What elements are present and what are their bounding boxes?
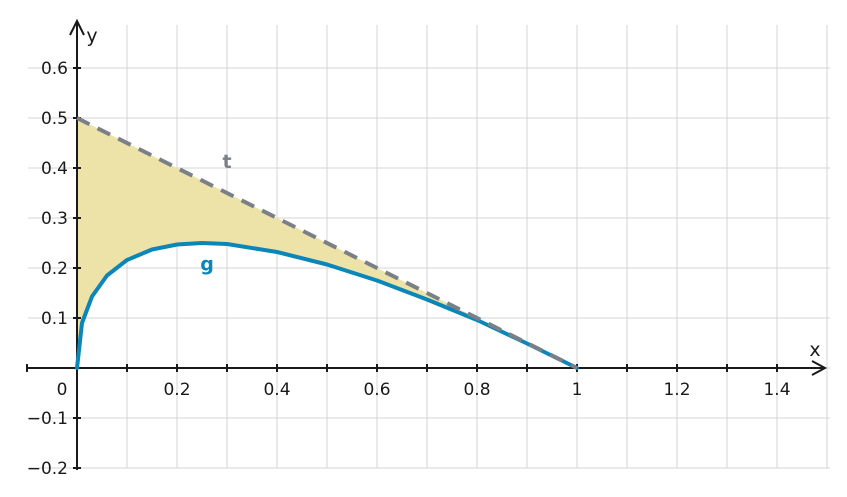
y-tick-label: −0.2 [27,459,68,479]
y-tick-label: 0.3 [41,209,68,229]
origin-label: 0 [57,380,68,400]
y-tick-label: 0.5 [41,109,68,129]
x-tick-label: 0.4 [263,380,290,400]
x-tick-label: 0.8 [463,380,490,400]
y-tick-label: 0.2 [41,259,68,279]
x-tick-label: 0.6 [363,380,390,400]
x-tick-label: 1 [572,380,583,400]
y-tick-label: 0.1 [41,309,68,329]
series-label-g: g [200,254,214,276]
ticks: 0.2 0.4 0.6 0.8 1 1.2 1.4 −0.2 −0.1 0.1 0.2 0.3 0.4 0… [26,59,791,479]
x-tick-label: 0.2 [163,380,190,400]
y-axis-label: y [86,25,97,47]
series-line-g [75,241,579,370]
series-label-t: t [222,151,231,173]
series-line-t [76,116,578,370]
series: gt [75,116,579,370]
y-tick-label: 0.4 [41,159,68,179]
y-tick-label: 0.6 [41,59,68,79]
x-axis-arrow [811,360,828,376]
x-tick-label: 1.4 [763,380,790,400]
x-axis-label: x [809,339,820,361]
gridlines [28,25,830,469]
y-tick-label: −0.1 [27,409,68,429]
x-tick-label: 1.2 [663,380,690,400]
y-axis-arrow [69,18,85,36]
